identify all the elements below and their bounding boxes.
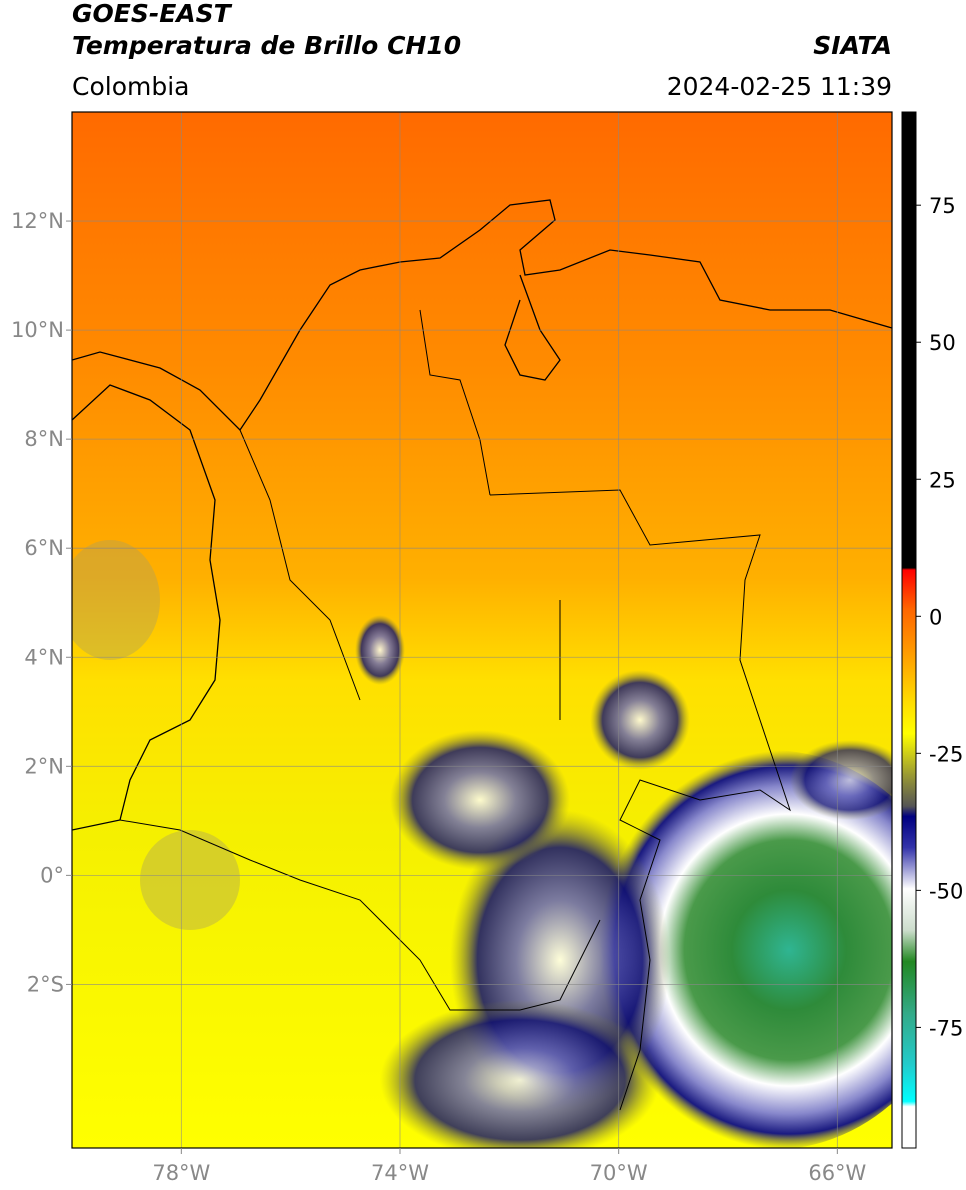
colorbar-label: 50 xyxy=(929,331,956,355)
colorbar xyxy=(901,111,917,1149)
y-tick-label: 2°S xyxy=(27,972,64,996)
y-tick-label: 8°N xyxy=(24,427,64,451)
y-tick-label: 4°N xyxy=(24,645,64,669)
x-tick-label: 74°W xyxy=(371,1161,429,1185)
haze xyxy=(72,540,160,660)
cloud xyxy=(390,730,570,870)
cloud xyxy=(590,670,690,770)
cloud xyxy=(355,615,405,685)
subtitle: Temperatura de Brillo CH10 xyxy=(72,31,461,60)
y-tick-label: 12°N xyxy=(11,209,64,233)
title: GOES-EAST xyxy=(72,0,233,28)
y-tick-label: 0° xyxy=(40,863,64,887)
colorbar-label: -50 xyxy=(929,879,963,903)
map xyxy=(72,112,892,1148)
timestamp: 2024-02-25 11:39 xyxy=(667,72,892,101)
colorbar-label: -25 xyxy=(929,742,963,766)
borders xyxy=(119,309,791,1111)
cloud xyxy=(380,1000,660,1148)
y-tick-label: 6°N xyxy=(24,536,64,560)
x-tick-label: 78°W xyxy=(152,1161,210,1185)
map-frame xyxy=(71,111,893,1149)
x-tick-label: 66°W xyxy=(808,1161,866,1185)
colorbar-label: 75 xyxy=(929,194,956,218)
colorbar-label: -75 xyxy=(929,1016,963,1040)
cloud xyxy=(790,740,892,820)
source: SIATA xyxy=(813,31,892,60)
haze xyxy=(140,830,240,930)
y-tick-label: 2°N xyxy=(24,754,64,778)
region: Colombia xyxy=(72,72,189,101)
x-tick-label: 70°W xyxy=(590,1161,648,1185)
colorbar-label: 25 xyxy=(929,468,956,492)
y-tick-label: 10°N xyxy=(11,318,64,342)
cloud xyxy=(580,750,892,1148)
colorbar-label: 0 xyxy=(929,605,942,629)
